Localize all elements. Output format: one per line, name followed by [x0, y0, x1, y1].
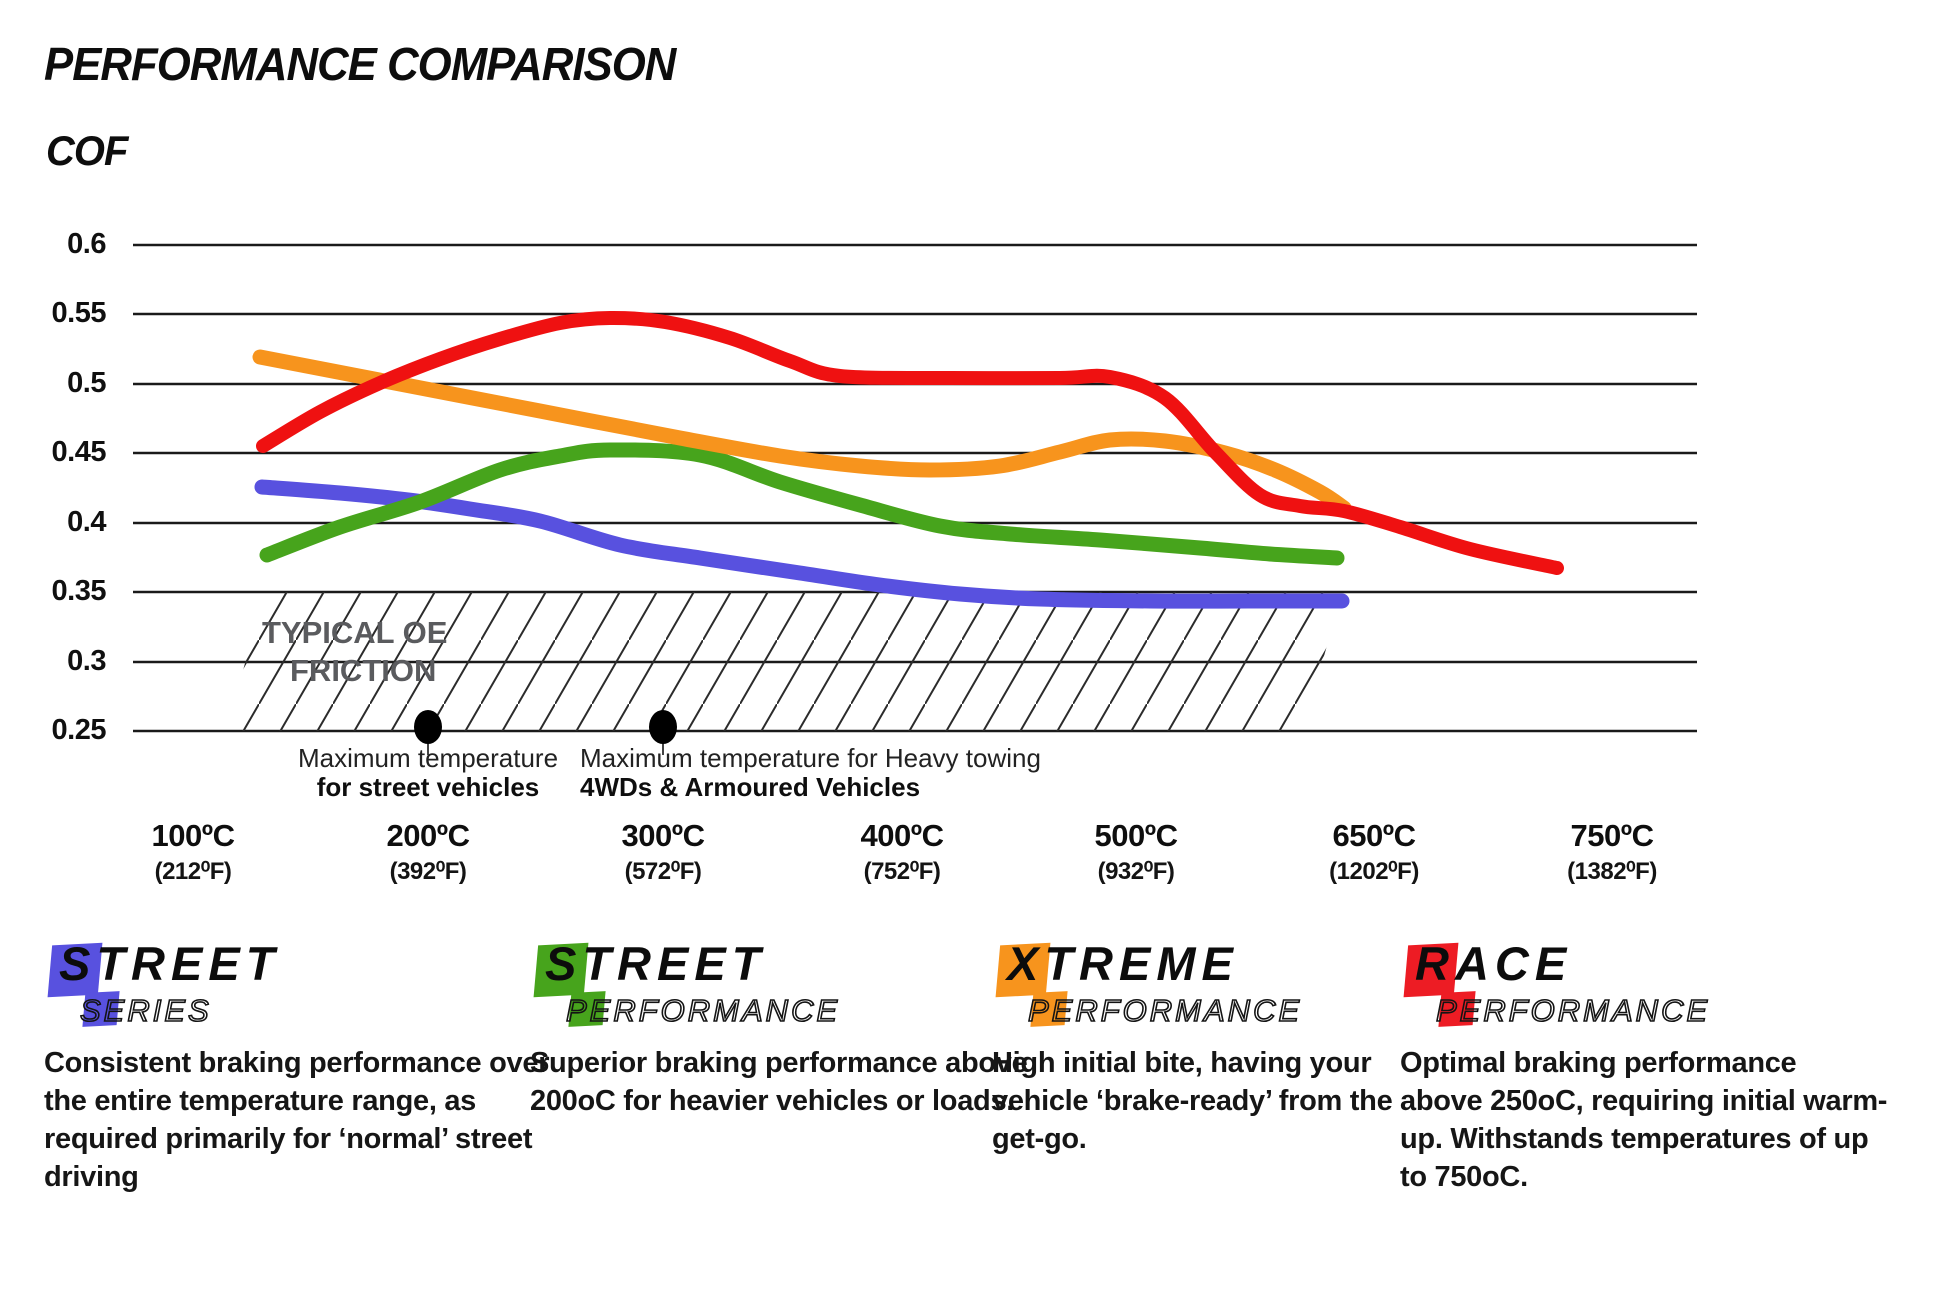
y-tick-label-0.45: 0.45 — [51, 436, 107, 468]
logo-word2: PERFORMANCE — [566, 993, 840, 1028]
logo-word2-outline: PERFORMANCE — [1027, 992, 1302, 1029]
logo-word2: SERIES — [80, 993, 212, 1028]
x-tick-fahrenheit: (932⁰F) — [1097, 858, 1175, 885]
legend-description-line: required primarily for ‘normal’ street — [44, 1123, 533, 1155]
typical-oe-line1: TYPICAL OE — [262, 615, 448, 650]
logo-word1: XTREME — [1007, 937, 1239, 990]
y-axis-title: COF — [46, 127, 128, 174]
x-tick-celsius: 400ºC — [860, 818, 944, 853]
x-tick-fahrenheit: (212⁰F) — [154, 858, 232, 885]
legend-description-line: High initial bite, having your — [992, 1047, 1372, 1079]
x-tick-celsius: 300ºC — [621, 818, 705, 853]
cof-curves — [252, 310, 1564, 609]
annotation-line1: Maximum temperature — [297, 743, 559, 773]
legend-description-line: 200oC for heavier vehicles or loads. — [530, 1085, 1015, 1117]
max-temp-dot-1 — [414, 710, 442, 744]
annotation-line1: Maximum temperature for Heavy towing — [580, 743, 1041, 773]
logo-word1: RACE — [1415, 937, 1573, 990]
y-tick-label-0.5: 0.5 — [67, 367, 106, 399]
cof-curve-race-performance — [256, 310, 1564, 575]
legend-description-line: Optimal braking performance — [1400, 1047, 1797, 1079]
x-tick-100ºC: 100ºC (212⁰F) — [63, 818, 323, 886]
x-tick-400ºC: 400ºC (752⁰F) — [772, 818, 1032, 886]
annotation-line2: 4WDs & Armoured Vehicles — [580, 772, 921, 802]
typical-oe-line2: FRICTION — [290, 653, 437, 688]
y-tick-label-0.4: 0.4 — [67, 506, 106, 538]
x-tick-fahrenheit: (1202⁰F) — [1329, 858, 1419, 885]
x-tick-500ºC: 500ºC (932⁰F) — [1006, 818, 1266, 886]
annotation-line2: for street vehicles — [316, 772, 540, 802]
logo-word1: STREET — [59, 937, 281, 990]
cof-curve-street-performance — [259, 442, 1345, 566]
legend-description: Optimal braking performance above 250oC, … — [1400, 1044, 1887, 1196]
oe-hatch-region — [226, 592, 1342, 731]
legend-description-line: Consistent braking performance over — [44, 1047, 550, 1079]
x-tick-fahrenheit: (572⁰F) — [624, 858, 702, 885]
annotation-1: Maximum temperature for street vehicles — [298, 744, 558, 802]
y-tick-label-0.55: 0.55 — [51, 297, 107, 329]
logo-word2-outline: PERFORMANCE — [565, 992, 840, 1029]
cof-curve-xtreme-performance — [252, 349, 1352, 516]
x-tick-celsius: 500ºC — [1094, 818, 1178, 853]
x-tick-300ºC: 300ºC (572⁰F) — [533, 818, 793, 886]
logo-word2: PERFORMANCE — [1436, 993, 1710, 1028]
x-tick-celsius: 750ºC — [1570, 818, 1654, 853]
y-tick-label-0.6: 0.6 — [67, 228, 106, 260]
x-tick-fahrenheit: (392⁰F) — [389, 858, 467, 885]
legend-description: Consistent braking performance over the e… — [44, 1044, 549, 1196]
annotation-2: Maximum temperature for Heavy towing 4WDs… — [580, 744, 1041, 802]
legend-description: Superior braking performance above 200oC … — [530, 1044, 1028, 1120]
y-tick-label-0.35: 0.35 — [51, 575, 107, 607]
cof-line-chart — [133, 243, 1697, 755]
typical-oe-friction-band — [226, 592, 1342, 731]
legend-description-line: up. Withstands temperatures of up — [1400, 1123, 1869, 1155]
logo-word2-outline: SERIES — [79, 992, 212, 1029]
y-tick-label-0.3: 0.3 — [67, 645, 106, 677]
x-tick-200ºC: 200ºC (392⁰F) — [298, 818, 558, 886]
y-tick-label-0.25: 0.25 — [51, 714, 107, 746]
legend-description-line: above 250oC, requiring initial warm- — [1400, 1085, 1888, 1117]
logo-word2-outline: PERFORMANCE — [1435, 992, 1710, 1029]
max-temp-dot-2 — [649, 710, 677, 744]
max-temperature-markers — [414, 710, 677, 755]
x-tick-celsius: 650ºC — [1332, 818, 1416, 853]
legend-description-line: get-go. — [992, 1123, 1087, 1155]
x-tick-650ºC: 650ºC (1202⁰F) — [1244, 818, 1504, 886]
x-tick-celsius: 200ºC — [386, 818, 470, 853]
logo-word1: STREET — [545, 937, 767, 990]
typical-oe-friction-label: TYPICAL OE FRICTION — [262, 614, 447, 690]
logo-word2: PERFORMANCE — [1028, 993, 1302, 1028]
legend-description-line: the entire temperature range, as — [44, 1085, 476, 1117]
x-tick-celsius: 100ºC — [151, 818, 235, 853]
x-tick-750ºC: 750ºC (1382⁰F) — [1482, 818, 1742, 886]
legend-description-line: vehicle ‘brake-ready’ from the — [992, 1085, 1393, 1117]
x-tick-fahrenheit: (1382⁰F) — [1567, 858, 1657, 885]
legend-description-line: to 750oC. — [1400, 1161, 1528, 1193]
page-title: PERFORMANCE COMPARISON — [44, 38, 676, 90]
legend-description-line: Superior braking performance above — [530, 1047, 1028, 1079]
legend-description-line: driving — [44, 1161, 139, 1193]
legend-description: High initial bite, having your vehicle ‘b… — [992, 1044, 1393, 1158]
x-tick-fahrenheit: (752⁰F) — [863, 858, 941, 885]
